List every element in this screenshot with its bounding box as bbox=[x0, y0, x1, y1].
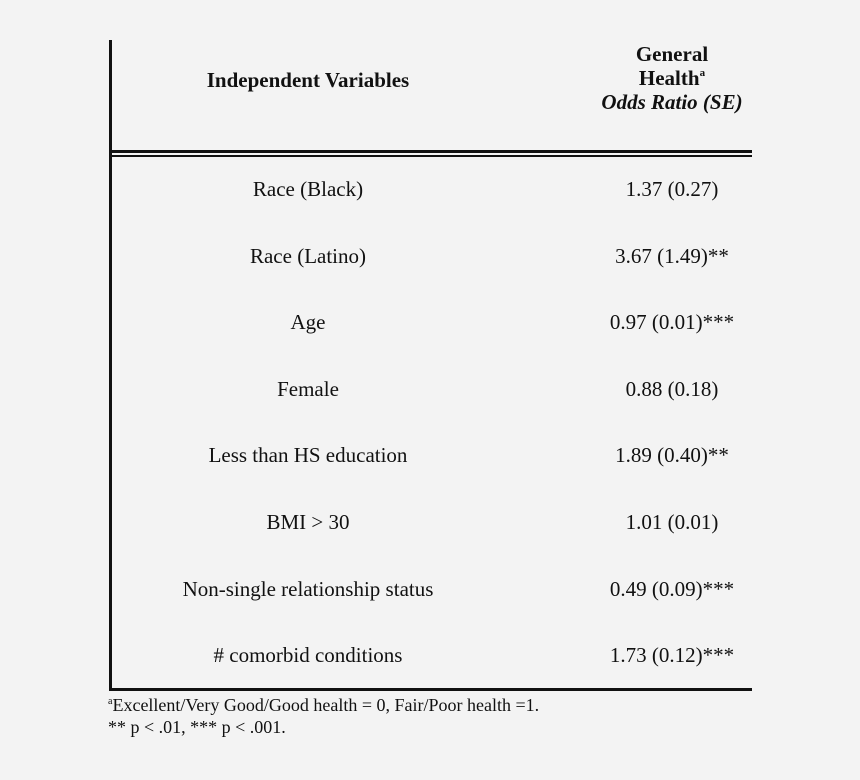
variable-cell: Race (Latino) bbox=[249, 243, 367, 268]
table-row: # comorbid conditions 1.73 (0.12)*** bbox=[109, 623, 752, 690]
table-notes: aExcellent/Very Good/Good health = 0, Fa… bbox=[108, 694, 539, 738]
variable-cell: Less than HS education bbox=[208, 443, 408, 468]
table-row: Race (Latino) 3.67 (1.49)** bbox=[109, 224, 752, 291]
variables-column-header: Independent Variables bbox=[206, 68, 410, 92]
outcome-title-health: Health bbox=[638, 66, 700, 90]
odds-ratio-column-header: General Healtha Odds Ratio (SE) bbox=[579, 42, 765, 114]
table-row: Age 0.97 (0.01)*** bbox=[109, 290, 752, 357]
table-row: Non-single relationship status 0.49 (0.0… bbox=[109, 557, 752, 624]
table-header: Independent Variables General Healtha Od… bbox=[109, 40, 752, 150]
header-rule-bottom bbox=[109, 155, 752, 157]
variable-cell: Age bbox=[290, 310, 326, 335]
odds-ratio-cell: 0.49 (0.09)*** bbox=[609, 576, 735, 601]
table-row: BMI > 30 1.01 (0.01) bbox=[109, 490, 752, 557]
table-left-border bbox=[109, 40, 112, 690]
variable-cell: Race (Black) bbox=[252, 177, 364, 201]
header-rule-top bbox=[109, 150, 752, 153]
odds-ratio-cell: 1.01 (0.01) bbox=[625, 509, 719, 534]
odds-ratio-cell: 0.88 (0.18) bbox=[625, 376, 719, 401]
variable-cell: BMI > 30 bbox=[266, 509, 350, 534]
regression-table: Independent Variables General Healtha Od… bbox=[109, 40, 752, 692]
outcome-title-line1: General bbox=[635, 42, 709, 66]
outcome-subtitle: Odds Ratio (SE) bbox=[601, 90, 743, 114]
outcome-title-line2: Healtha bbox=[579, 66, 765, 90]
variable-cell: Female bbox=[277, 376, 339, 401]
odds-ratio-cell: 3.67 (1.49)** bbox=[615, 243, 729, 268]
footnote-text: Excellent/Very Good/Good health = 0, Fai… bbox=[112, 695, 540, 715]
table-row: Female 0.88 (0.18) bbox=[109, 357, 752, 424]
odds-ratio-cell: 1.73 (0.12)*** bbox=[609, 643, 735, 668]
variable-cell: Non-single relationship status bbox=[182, 576, 434, 601]
odds-ratio-cell: 0.97 (0.01)*** bbox=[609, 310, 735, 335]
odds-ratio-cell: 1.37 (0.27) bbox=[625, 177, 719, 201]
table-row: Less than HS education 1.89 (0.40)** bbox=[109, 423, 752, 490]
footnote-marker: a bbox=[108, 696, 113, 707]
variable-cell: # comorbid conditions bbox=[213, 643, 403, 668]
footnote: aExcellent/Very Good/Good health = 0, Fa… bbox=[108, 694, 539, 716]
footnote-superscript: a bbox=[699, 67, 706, 79]
table-body: Race (Black) 1.37 (0.27) Race (Latino) 3… bbox=[109, 157, 752, 690]
significance-note: ** p < .01, *** p < .001. bbox=[108, 717, 286, 737]
table-row: Race (Black) 1.37 (0.27) bbox=[109, 157, 752, 224]
odds-ratio-cell: 1.89 (0.40)** bbox=[615, 443, 729, 468]
table-bottom-rule bbox=[109, 688, 752, 691]
